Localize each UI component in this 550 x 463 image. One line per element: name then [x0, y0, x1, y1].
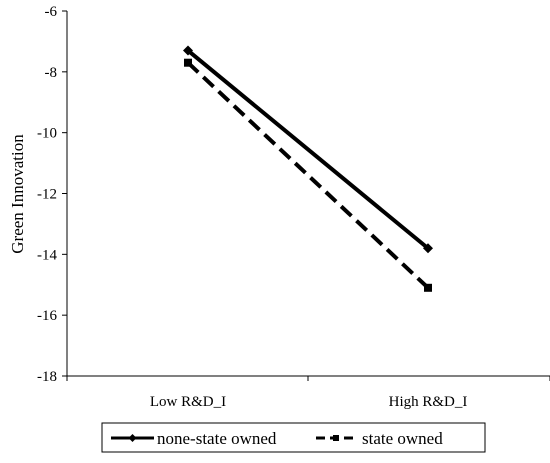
series-line — [186, 61, 430, 290]
legend-marker — [333, 435, 339, 441]
y-tick-label: -8 — [45, 65, 58, 81]
x-axis-ticks: Low R&D_I High R&D_I — [66, 376, 550, 410]
series-2 — [184, 58, 432, 292]
legend-marker — [128, 434, 137, 442]
y-tick-label: -12 — [37, 187, 57, 203]
y-tick-label: -6 — [45, 4, 58, 20]
data-point — [424, 283, 432, 292]
x-tick-label: High R&D_I — [389, 394, 468, 410]
y-axis-ticks: -6 -8 -10 -12 -14 -16 -18 — [37, 4, 67, 385]
x-tick-label: Low R&D_I — [150, 394, 226, 410]
legend-box — [101, 422, 486, 453]
data-point — [184, 58, 192, 67]
y-tick-label: -10 — [37, 126, 57, 142]
legend-label: none-state owned — [157, 429, 277, 448]
legend: none-state owned state owned — [101, 422, 486, 453]
axes — [66, 11, 550, 377]
y-axis-title: Green Innovation — [8, 134, 27, 254]
y-tick-label: -16 — [37, 308, 57, 324]
legend-label: state owned — [362, 429, 443, 448]
series-1 — [183, 45, 433, 254]
series-group — [183, 45, 433, 292]
data-point — [183, 45, 193, 56]
series-line — [186, 48, 430, 250]
y-tick-label: -18 — [37, 369, 57, 385]
data-point — [423, 243, 433, 254]
y-tick-label: -14 — [37, 247, 57, 263]
